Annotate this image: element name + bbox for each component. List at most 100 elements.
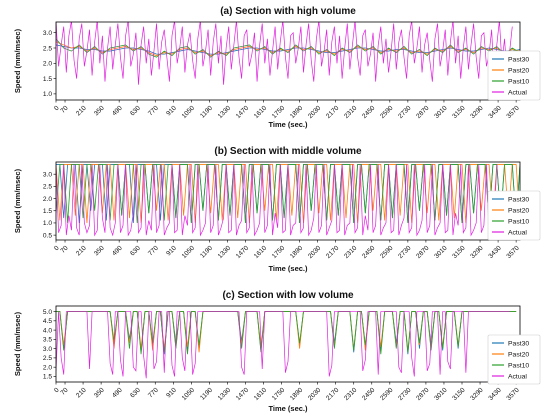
y-tick-label: 3.0 xyxy=(43,30,52,37)
legend: Past30 Past20 Past10 Actual xyxy=(487,334,541,385)
x-tick-label: 3430 xyxy=(487,244,503,260)
y-axis-label: Speed (mm/msec) xyxy=(13,168,22,233)
legend-label-past30: Past30 xyxy=(508,196,529,203)
x-tick-label: 3010 xyxy=(433,104,449,120)
x-axis-label: Time (sec.) xyxy=(268,120,308,129)
x-tick-label: 1470 xyxy=(235,104,251,120)
x-tick-label: 3290 xyxy=(469,386,485,402)
x-tick-label: 2310 xyxy=(343,244,359,260)
legend-label-past10: Past10 xyxy=(508,218,529,225)
x-tick-label: 1050 xyxy=(181,104,197,120)
y-tick-label: 1.5 xyxy=(43,76,52,83)
x-tick-label: 1330 xyxy=(217,386,233,402)
x-tick-label: 2030 xyxy=(307,386,323,402)
x-tick-label: 3570 xyxy=(505,104,521,120)
legend-box xyxy=(487,334,541,385)
x-tick-label: 3010 xyxy=(433,386,449,402)
x-tick-label: 2310 xyxy=(343,104,359,120)
x-tick-label: 2870 xyxy=(415,104,431,120)
x-tick-label: 2030 xyxy=(307,104,323,120)
x-tick-label: 3150 xyxy=(451,104,467,120)
series-line-actual xyxy=(56,311,510,379)
x-tick-label: 1190 xyxy=(199,244,214,259)
y-tick-label: 1.5 xyxy=(43,208,52,215)
x-tick-label: 1610 xyxy=(253,104,269,120)
y-axis-label: Speed (mm/msec) xyxy=(13,28,22,93)
x-tick-label: 3290 xyxy=(469,244,485,260)
y-tick-label: 3.5 xyxy=(43,337,52,344)
x-tick-label: 2450 xyxy=(361,386,377,402)
x-tick-label: 630 xyxy=(129,104,142,117)
x-tick-label: 3150 xyxy=(451,386,467,402)
x-tick-label: 910 xyxy=(165,104,178,117)
x-tick-label: 1470 xyxy=(235,386,251,402)
x-tick-label: 1750 xyxy=(271,104,287,120)
legend-label-past10: Past10 xyxy=(508,362,529,369)
x-tick-label: 3430 xyxy=(487,104,503,120)
x-tick-label: 210 xyxy=(75,244,88,257)
x-tick-label: 1610 xyxy=(253,386,269,402)
x-tick-label: 770 xyxy=(147,386,160,399)
x-tick-label: 1330 xyxy=(217,104,233,120)
x-tick-label: 3150 xyxy=(451,244,467,260)
x-tick-label: 2030 xyxy=(307,244,323,260)
x-tick-label: 910 xyxy=(165,386,178,399)
y-axis-label: Speed (mm/msec) xyxy=(13,311,22,376)
x-tick-label: 2730 xyxy=(397,104,413,120)
legend: Past30 Past20 Past10 Actual xyxy=(487,50,541,101)
y-tick-label: 2.5 xyxy=(43,355,52,362)
plot-area xyxy=(56,311,517,379)
y-tick-label: 0.5 xyxy=(43,232,52,239)
legend-label-actual: Actual xyxy=(508,229,527,236)
x-tick-label: 490 xyxy=(111,386,124,399)
x-tick-label: 350 xyxy=(93,244,106,257)
x-tick-label: 0 xyxy=(53,244,61,252)
legend-label-past10: Past10 xyxy=(508,78,529,85)
y-tick-label: 3.0 xyxy=(43,171,52,178)
x-tick-label: 3010 xyxy=(433,244,449,260)
x-tick-label: 3570 xyxy=(505,386,521,402)
x-tick-label: 2450 xyxy=(361,104,377,120)
plot-area xyxy=(56,22,520,85)
x-tick-label: 2870 xyxy=(415,244,431,260)
x-tick-label: 1190 xyxy=(199,386,214,401)
x-tick-label: 70 xyxy=(60,104,70,114)
x-tick-label: 1470 xyxy=(235,244,251,260)
y-tick-label: 4.0 xyxy=(43,327,52,334)
legend-label-actual: Actual xyxy=(508,373,527,380)
chart-panel-2: (b) Section with middle volume 0.5 1.0 1.5 2… xyxy=(13,146,541,273)
x-tick-label: 0 xyxy=(53,386,61,394)
x-tick-label: 1890 xyxy=(289,104,305,120)
y-tick-label: 4.5 xyxy=(43,318,52,325)
x-tick-label: 1050 xyxy=(181,244,197,260)
x-tick-label: 2870 xyxy=(415,386,431,402)
x-tick-label: 2590 xyxy=(379,386,395,402)
y-tick-label: 2.0 xyxy=(43,61,52,68)
legend-label-past30: Past30 xyxy=(508,340,529,347)
y-tick-label: 1.0 xyxy=(43,220,52,227)
x-tick-label: 630 xyxy=(129,386,142,399)
x-tick-label: 350 xyxy=(93,104,106,117)
y-tick-label: 5.0 xyxy=(43,309,52,316)
chart-title: (a) Section with high volume xyxy=(220,6,356,17)
series-line-past10 xyxy=(56,311,517,355)
legend: Past30 Past20 Past10 Actual xyxy=(487,190,541,241)
legend-label-past20: Past20 xyxy=(508,67,529,74)
chart-title: (b) Section with middle volume xyxy=(214,146,362,157)
x-tick-label: 1750 xyxy=(271,386,287,402)
x-tick-label: 1750 xyxy=(271,244,287,260)
x-tick-label: 0 xyxy=(53,104,61,112)
chart-panel-3: (c) Section with low volume 1.5 2.0 2.5 3.0 3… xyxy=(13,290,541,413)
legend-box xyxy=(487,190,541,241)
legend-box xyxy=(487,50,541,101)
y-tick-label: 1.5 xyxy=(43,374,52,381)
y-tick-label: 3.0 xyxy=(43,346,52,353)
legend-label-past30: Past30 xyxy=(508,56,529,63)
x-tick-label: 2590 xyxy=(379,104,395,120)
chart-title: (c) Section with low volume xyxy=(222,290,354,301)
x-tick-label: 350 xyxy=(93,386,106,399)
x-tick-label: 1890 xyxy=(289,386,305,402)
legend-label-actual: Actual xyxy=(508,89,527,96)
series-line-actual xyxy=(56,22,513,85)
